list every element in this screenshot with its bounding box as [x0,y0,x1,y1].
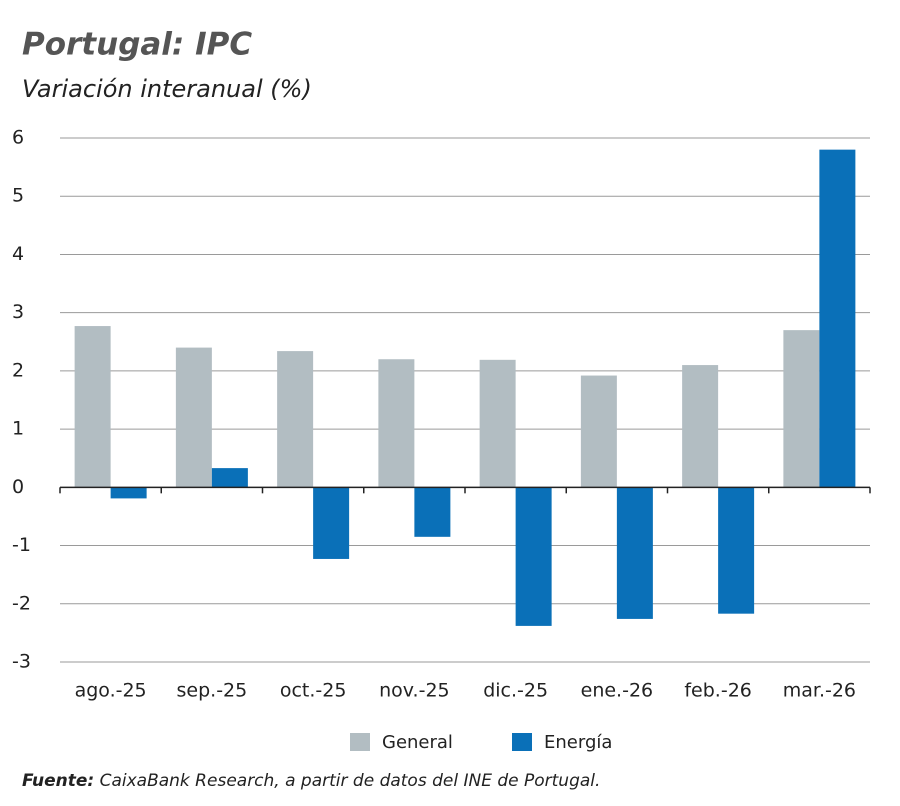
legend-swatch [512,733,532,751]
x-tick-label: ago.-25 [75,680,147,702]
y-tick-label: 5 [12,185,24,207]
bar [479,359,516,488]
bar [313,487,350,559]
bar [819,149,856,488]
x-tick-label: mar.-26 [783,680,856,702]
x-tick-label: oct.-25 [280,680,347,702]
y-tick-label: 6 [12,127,24,149]
x-tick-label: ene.-26 [581,680,654,702]
legend-swatch [350,733,370,751]
y-tick-label: 2 [12,359,24,381]
y-tick-label: -1 [12,534,31,556]
bar [783,330,820,488]
chart-title: Portugal: IPC [22,27,252,63]
source-label: Fuente: [22,771,94,791]
bar [74,326,111,488]
bar [175,347,212,488]
bar [580,375,617,488]
y-tick-label: 1 [12,418,24,440]
bar [414,487,451,537]
bar [211,468,248,488]
bar [718,487,755,614]
bar [378,359,415,488]
legend-label: General [382,732,453,753]
y-tick-label: -3 [12,651,31,673]
bar [616,487,653,619]
source-text: CaixaBank Research, a partir de datos de… [100,771,601,791]
x-tick-label: dic.-25 [483,680,548,702]
bar [515,487,552,626]
y-tick-label: 3 [12,301,24,323]
legend-label: Energía [544,732,612,753]
source: Fuente: CaixaBank Research, a partir de … [22,771,600,791]
chart-subtitle: Variación interanual (%) [22,75,312,103]
bar [110,487,147,499]
x-tick-label: nov.-25 [379,680,450,702]
bar [277,351,314,488]
y-tick-label: 4 [12,243,24,265]
x-tick-label: sep.-25 [177,680,248,702]
x-tick-label: feb.-26 [684,680,752,702]
y-tick-label: -2 [12,592,31,614]
y-tick-label: 0 [12,476,24,498]
bar [682,365,719,488]
